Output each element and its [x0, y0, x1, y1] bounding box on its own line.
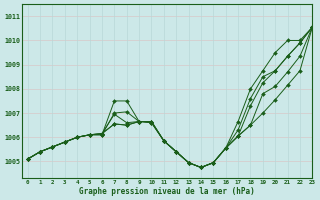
- X-axis label: Graphe pression niveau de la mer (hPa): Graphe pression niveau de la mer (hPa): [79, 187, 255, 196]
